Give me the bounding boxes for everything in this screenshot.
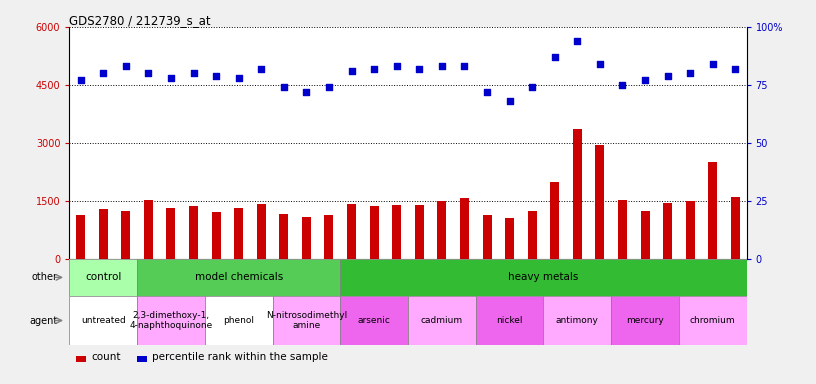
Text: cadmium: cadmium	[421, 316, 463, 325]
Point	[187, 70, 200, 76]
Point	[74, 77, 87, 83]
Bar	[482, 215, 491, 259]
Text: antimony: antimony	[556, 316, 599, 325]
Point	[661, 73, 674, 79]
Text: other: other	[31, 272, 57, 282]
Bar	[731, 197, 740, 259]
Point	[300, 89, 313, 95]
Point	[345, 68, 358, 74]
Point	[413, 66, 426, 72]
Point	[436, 63, 449, 70]
Bar	[279, 214, 288, 259]
Point	[367, 66, 380, 72]
Point	[210, 73, 223, 79]
Point	[638, 77, 651, 83]
Text: chromium: chromium	[690, 316, 735, 325]
Bar	[550, 182, 559, 259]
Bar	[347, 204, 356, 259]
Point	[503, 98, 516, 104]
Bar	[392, 205, 401, 259]
Bar	[99, 209, 108, 259]
Point	[232, 75, 245, 81]
Bar	[122, 211, 131, 259]
Bar	[340, 296, 408, 346]
Text: count: count	[91, 352, 121, 362]
Bar	[76, 356, 86, 362]
Text: agent: agent	[29, 316, 57, 326]
Bar	[144, 200, 153, 259]
Bar	[211, 212, 220, 259]
Point	[255, 66, 268, 72]
Point	[322, 84, 335, 90]
Point	[593, 61, 606, 67]
Bar	[505, 218, 514, 259]
Text: untreated: untreated	[81, 316, 126, 325]
Bar	[340, 259, 747, 296]
Text: 2,3-dimethoxy-1,
4-naphthoquinone: 2,3-dimethoxy-1, 4-naphthoquinone	[129, 311, 213, 330]
Text: phenol: phenol	[224, 316, 254, 325]
Bar	[257, 204, 266, 259]
Point	[684, 70, 697, 76]
Bar	[370, 206, 379, 259]
Bar	[437, 201, 446, 259]
Text: nickel: nickel	[496, 316, 523, 325]
Bar	[663, 204, 672, 259]
Point	[390, 63, 403, 70]
Point	[142, 70, 155, 76]
Point	[526, 84, 539, 90]
Bar	[460, 198, 469, 259]
Bar	[137, 296, 205, 346]
Bar	[69, 259, 137, 296]
Bar	[596, 145, 605, 259]
Text: GDS2780 / 212739_s_at: GDS2780 / 212739_s_at	[69, 14, 211, 27]
Point	[277, 84, 290, 90]
Bar	[476, 296, 543, 346]
Point	[458, 63, 471, 70]
Point	[164, 75, 178, 81]
Bar	[611, 296, 679, 346]
Bar	[543, 296, 611, 346]
Point	[616, 82, 629, 88]
Bar	[685, 202, 694, 259]
Point	[571, 38, 584, 44]
Point	[729, 66, 742, 72]
Text: model chemicals: model chemicals	[194, 272, 283, 282]
Text: arsenic: arsenic	[357, 316, 391, 325]
Bar	[76, 215, 85, 259]
Bar	[415, 205, 424, 259]
Bar	[408, 296, 476, 346]
Point	[119, 63, 132, 70]
Point	[481, 89, 494, 95]
Bar	[573, 129, 582, 259]
Point	[548, 54, 561, 60]
Bar	[528, 211, 537, 259]
Text: percentile rank within the sample: percentile rank within the sample	[152, 352, 328, 362]
Point	[96, 70, 109, 76]
Text: heavy metals: heavy metals	[508, 272, 579, 282]
Bar	[325, 215, 334, 259]
Bar	[273, 296, 340, 346]
Bar	[618, 200, 627, 259]
Bar	[166, 209, 175, 259]
Bar	[189, 207, 198, 259]
Bar	[137, 356, 147, 362]
Bar	[641, 211, 650, 259]
Text: N-nitrosodimethyl
amine: N-nitrosodimethyl amine	[266, 311, 347, 330]
Point	[707, 61, 720, 67]
Bar	[234, 209, 243, 259]
Bar	[69, 296, 137, 346]
Bar	[205, 296, 273, 346]
Bar	[137, 259, 340, 296]
Bar	[302, 217, 311, 259]
Text: mercury: mercury	[626, 316, 664, 325]
Text: control: control	[85, 272, 122, 282]
Bar	[679, 296, 747, 346]
Bar	[708, 162, 717, 259]
